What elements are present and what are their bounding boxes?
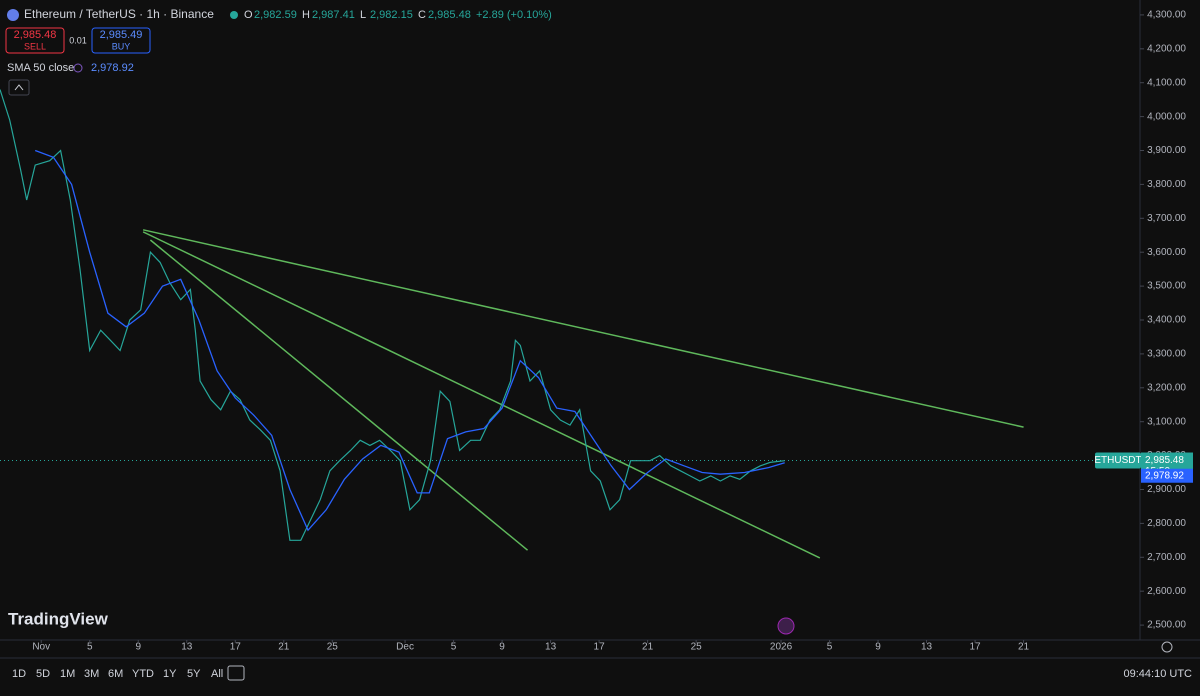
- y-tick-label: 3,600.00: [1147, 247, 1186, 258]
- collapse-icon: [14, 84, 24, 91]
- x-tick-label: 13: [545, 642, 557, 653]
- x-tick-label: 2026: [770, 642, 793, 653]
- x-tick-label: 17: [594, 642, 606, 653]
- sell-button[interactable]: [5, 27, 65, 54]
- buy-button[interactable]: [91, 27, 151, 54]
- collapse-button[interactable]: [8, 79, 30, 96]
- symbol: Ethereum / TetherUS · 1h · Binance: [24, 7, 214, 21]
- y-tick-label: 2,600.00: [1147, 586, 1186, 597]
- y-tick-label: 4,300.00: [1147, 10, 1186, 21]
- plot: [0, 89, 1140, 559]
- last-price-label: 2,985.48: [1145, 455, 1184, 466]
- logo: TradingView: [8, 609, 109, 628]
- x-tick-label: 25: [691, 642, 703, 653]
- symbol-tag: [1095, 452, 1141, 469]
- events-icon[interactable]: [777, 617, 795, 635]
- ohlc-key: L: [360, 9, 366, 21]
- sma-value: 2,978.92: [91, 62, 134, 74]
- ohlc-change: +2.89 (+0.10%): [476, 9, 552, 21]
- y-tick-label: 3,300.00: [1147, 349, 1186, 360]
- y-tick-label: 4,200.00: [1147, 43, 1186, 54]
- ohlc-key: O: [244, 9, 253, 21]
- ohlc: O 2,982.59 H 2,987.41 L 2,982.15 C 2,985.48 +2.8…: [244, 9, 552, 21]
- buy-label: BUY: [112, 41, 131, 51]
- x-tick-label: 21: [278, 642, 290, 653]
- range-button[interactable]: 1D: [12, 668, 26, 680]
- sell-label: SELL: [24, 41, 46, 51]
- x-tick-label: 17: [970, 642, 982, 653]
- y-tick-label: 2,800.00: [1147, 518, 1186, 529]
- x-tick-label: 5: [87, 642, 93, 653]
- ohlc-value: 2,982.59: [254, 9, 297, 21]
- y-tick-label: 3,500.00: [1147, 281, 1186, 292]
- price-line: [34, 149, 785, 532]
- x-tick-label: 13: [921, 642, 933, 653]
- x-tick-label: 5: [827, 642, 833, 653]
- buy-price: 2,985.49: [100, 29, 143, 41]
- sma-settings-icon[interactable]: [73, 63, 83, 73]
- y-tick-label: 4,000.00: [1147, 111, 1186, 122]
- x-tick-label: 21: [642, 642, 654, 653]
- range-button[interactable]: 5D: [36, 668, 50, 680]
- range-button[interactable]: All: [211, 668, 223, 680]
- y-tick-label: 4,100.00: [1147, 77, 1186, 88]
- x-tick-label: 17: [230, 642, 242, 653]
- axes: 2,500.00 2,600.00 2,700.00 2,800.00 2,900.00…: [32, 10, 1193, 653]
- trendline: [149, 239, 529, 551]
- sma-tag: [1141, 468, 1193, 483]
- x-tick-label: 25: [327, 642, 339, 653]
- range-button[interactable]: 3M: [84, 668, 99, 680]
- x-tick-label: 5: [451, 642, 457, 653]
- sma-tag-label: 2,978.92: [1145, 470, 1184, 481]
- x-tick-label: 9: [499, 642, 505, 653]
- sma-legend[interactable]: SMA 50 close: [7, 62, 74, 74]
- trendline: [142, 231, 821, 559]
- range-button[interactable]: 6M: [108, 668, 123, 680]
- y-tick-label: 2,500.00: [1147, 620, 1186, 631]
- toolbar: 1D 5D 1M 3M 6M YTD 1Y 5Y All: [12, 668, 223, 680]
- x-tick-label: 9: [135, 642, 141, 653]
- symbol-tag-label: ETHUSDT: [1094, 455, 1141, 466]
- x-tick-label: 9: [875, 642, 881, 653]
- axis-settings[interactable]: [1161, 641, 1173, 653]
- x-tick-label: Dec: [396, 642, 414, 653]
- x-tick-label: Nov: [32, 642, 50, 653]
- y-tick-label: 3,700.00: [1147, 213, 1186, 224]
- ohlc-key: H: [302, 9, 310, 21]
- y-tick-label: 3,900.00: [1147, 145, 1186, 156]
- range-button[interactable]: 5Y: [187, 668, 201, 680]
- ohlc-value: 2,987.41: [312, 9, 355, 21]
- symbol-icon: [7, 9, 19, 21]
- y-tick-label: 3,200.00: [1147, 382, 1186, 393]
- market-status: [230, 11, 238, 19]
- sell-price: 2,985.48: [14, 29, 57, 41]
- x-tick-label: 13: [181, 642, 193, 653]
- y-tick-label: 3,400.00: [1147, 315, 1186, 326]
- clock: 09:44:10 UTC: [1124, 668, 1193, 680]
- date-range-icon[interactable]: [227, 665, 245, 681]
- x-tick-label: 21: [1018, 642, 1030, 653]
- range-button[interactable]: 1M: [60, 668, 75, 680]
- trendline: [142, 229, 1024, 428]
- y-tick-label: 2,700.00: [1147, 552, 1186, 563]
- y-tick-label: 3,800.00: [1147, 179, 1186, 190]
- price-line: [0, 89, 785, 541]
- ohlc-value: 2,982.15: [370, 9, 413, 21]
- range-button[interactable]: 1Y: [163, 668, 177, 680]
- spread: 0.01: [69, 35, 87, 45]
- y-tick-label: 2,900.00: [1147, 484, 1186, 495]
- y-tick-label: 3,100.00: [1147, 416, 1186, 427]
- ohlc-value: 2,985.48: [428, 9, 471, 21]
- ohlc-key: C: [418, 9, 426, 21]
- range-button[interactable]: YTD: [132, 668, 154, 680]
